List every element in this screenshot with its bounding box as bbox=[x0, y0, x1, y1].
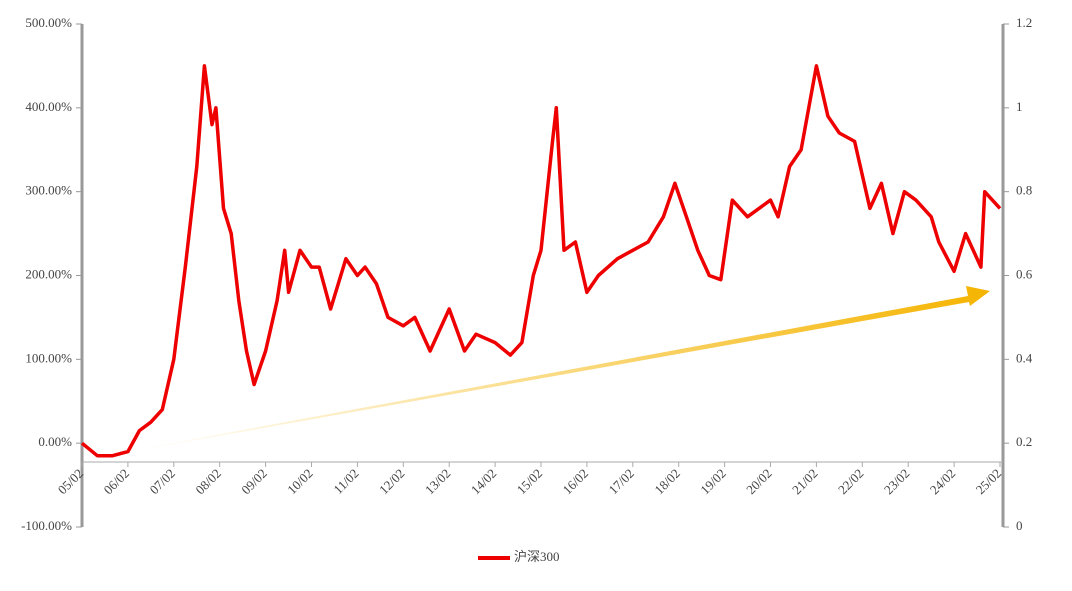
y2-tick-label: 0.2 bbox=[1016, 434, 1032, 449]
x-tick-label: 12/02 bbox=[376, 466, 408, 498]
legend-label: 沪深300 bbox=[514, 549, 560, 564]
x-tick-label: 15/02 bbox=[514, 466, 546, 498]
y2-tick-label: 1.2 bbox=[1016, 15, 1032, 30]
x-tick-label: 10/02 bbox=[284, 466, 316, 498]
y2-tick-label: 0.4 bbox=[1016, 350, 1033, 365]
x-tick-label: 14/02 bbox=[468, 466, 500, 498]
x-tick-label: 16/02 bbox=[560, 466, 592, 498]
x-tick-label: 18/02 bbox=[651, 466, 683, 498]
x-tick-label: 22/02 bbox=[835, 466, 867, 498]
y-tick-label: 500.00% bbox=[25, 15, 72, 30]
y2-tick-label: 0.6 bbox=[1016, 266, 1033, 281]
y-tick-label: -100.00% bbox=[21, 518, 72, 533]
x-tick-label: 09/02 bbox=[238, 466, 270, 498]
x-tick-label: 25/02 bbox=[973, 466, 1005, 498]
y-tick-label: 100.00% bbox=[25, 350, 72, 365]
x-tick-label: 21/02 bbox=[789, 466, 821, 498]
x-tick-label: 17/02 bbox=[605, 466, 637, 498]
y-tick-label: 0.00% bbox=[38, 434, 72, 449]
y2-tick-label: 0.8 bbox=[1016, 183, 1032, 198]
y-tick-label: 200.00% bbox=[25, 266, 72, 281]
y2-tick-label: 1 bbox=[1016, 99, 1023, 114]
y2-tick-label: 0 bbox=[1016, 518, 1023, 533]
x-tick-label: 11/02 bbox=[330, 466, 361, 497]
x-tick-label: 13/02 bbox=[422, 466, 454, 498]
x-tick-label: 24/02 bbox=[927, 466, 959, 498]
x-tick-label: 07/02 bbox=[146, 466, 178, 498]
x-tick-label: 08/02 bbox=[192, 466, 224, 498]
x-tick-label: 06/02 bbox=[101, 466, 133, 498]
x-tick-label: 19/02 bbox=[697, 466, 729, 498]
y-tick-label: 400.00% bbox=[25, 99, 72, 114]
data-line bbox=[80, 64, 1002, 458]
trend-arrow bbox=[140, 286, 990, 450]
x-tick-label: 23/02 bbox=[881, 466, 913, 498]
y-tick-label: 300.00% bbox=[25, 183, 72, 198]
x-tick-label: 20/02 bbox=[743, 466, 775, 498]
